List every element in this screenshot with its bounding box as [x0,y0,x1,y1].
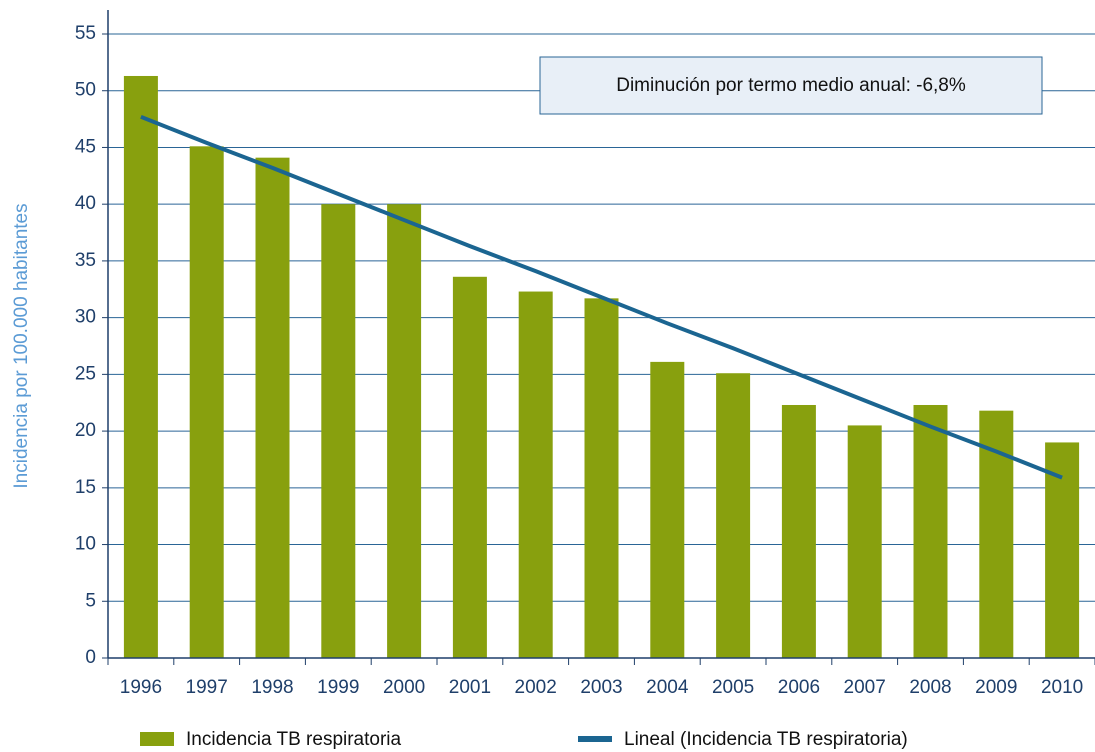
bar [1045,442,1080,658]
y-tick-label: 20 [75,420,96,441]
y-axis-label: Incidencia por 100.000 habitantes [11,203,32,488]
annotation-box [539,56,1043,115]
y-tick-label: 30 [75,307,96,328]
x-tick-label: 2009 [975,677,1017,698]
y-tick-label: 40 [75,193,96,214]
bar [716,373,751,658]
bar [452,276,487,658]
y-tick-label: 35 [75,250,96,271]
y-tick-label: 5 [85,590,96,611]
x-tick-label: 2008 [909,677,951,698]
bar [584,298,619,658]
y-tick-label: 15 [75,477,96,498]
bar [781,404,816,658]
annotation: Diminución por termo medio anual: -6,8% [616,75,966,96]
legend-label: Lineal (Incidencia TB respiratoria) [624,729,908,750]
x-tick-label: 2006 [778,677,820,698]
bar [650,361,685,658]
x-tick-label: 2000 [383,677,425,698]
bar [387,204,422,658]
x-tick-label: 2002 [515,677,557,698]
bar [518,291,553,658]
bar [255,157,290,658]
legend-swatch [578,736,612,742]
bar [123,75,158,659]
x-tick-label: 2005 [712,677,754,698]
x-tick-label: 2001 [449,677,491,698]
y-tick-label: 25 [75,363,96,384]
x-tick-label: 2010 [1041,677,1083,698]
y-tick-label: 0 [85,647,96,668]
x-tick-label: 2007 [844,677,886,698]
legend-label: Incidencia TB respiratoria [186,729,402,750]
y-tick-label: 45 [75,136,96,157]
x-tick-label: 2004 [646,677,689,698]
y-tick-label: 10 [75,534,96,555]
y-tick-label: 50 [75,80,96,101]
x-tick-label: 1998 [251,677,293,698]
bar [321,204,356,658]
bar [189,146,224,658]
y-tick-label: 55 [75,23,96,44]
bar [847,425,882,658]
legend-swatch [140,732,174,746]
x-tick-label: 1996 [120,677,162,698]
bar [913,404,948,658]
trend-line [140,114,1063,480]
x-tick-label: 1999 [317,677,359,698]
x-tick-label: 1997 [186,677,228,698]
x-tick-label: 2003 [580,677,622,698]
